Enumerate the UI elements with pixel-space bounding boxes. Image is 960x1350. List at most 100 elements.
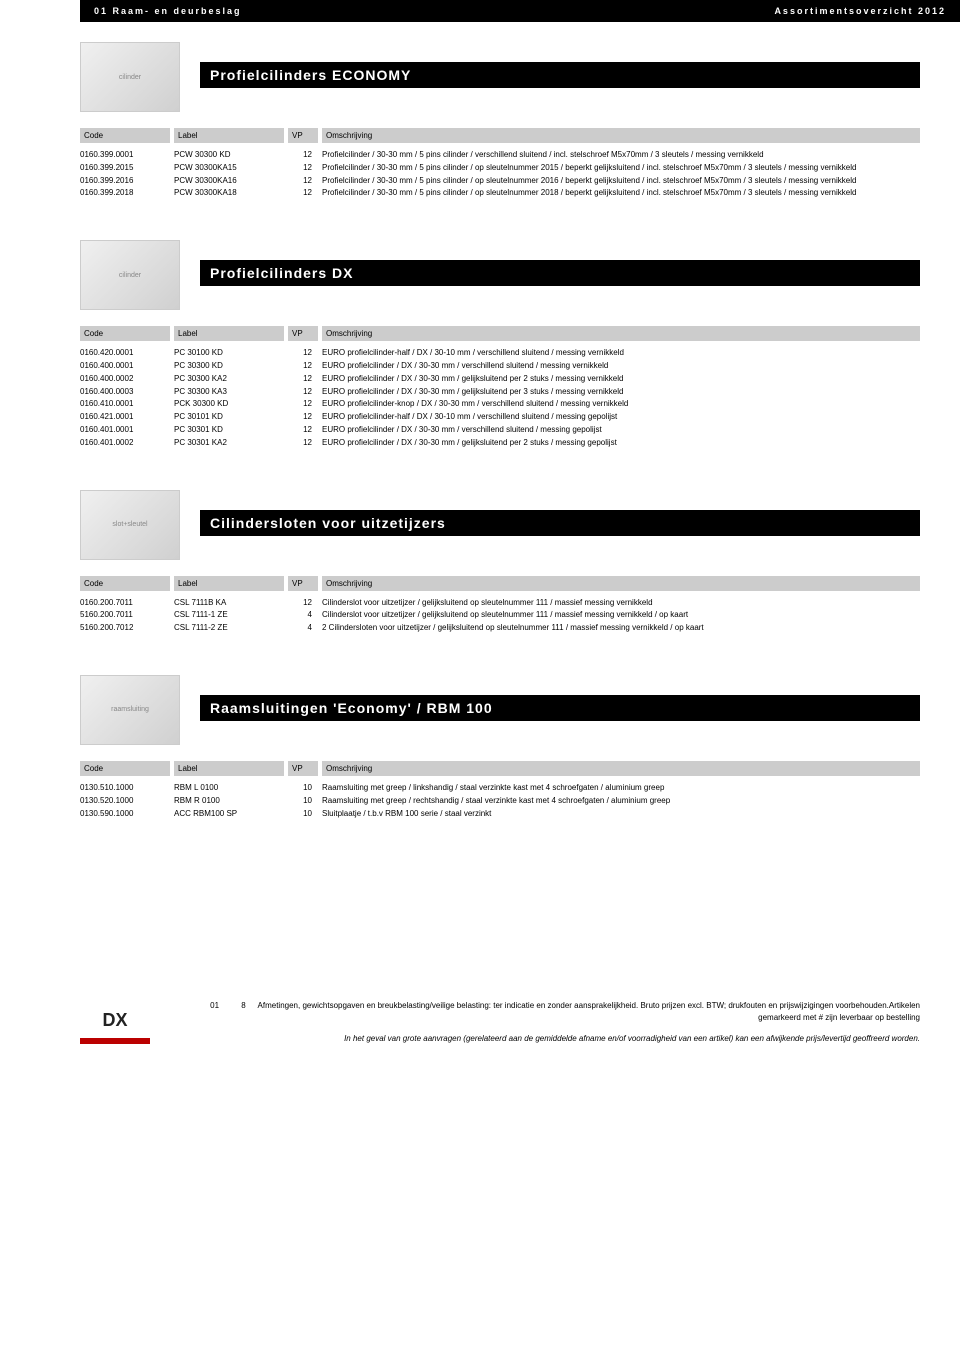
- table-row: 0160.401.0001PC 30301 KD12EURO profielci…: [80, 424, 920, 437]
- table-row: 5160.200.7011CSL 7111-1 ZE4Cilinderslot …: [80, 609, 920, 622]
- table-header: CodeLabelVPOmschrijving: [80, 761, 920, 776]
- column-header-label: Label: [174, 576, 284, 591]
- column-header-code: Code: [80, 761, 170, 776]
- chapter-number: 01: [210, 1000, 219, 1011]
- cell-label: PC 30301 KD: [174, 425, 284, 436]
- table-row: 0160.421.0001PC 30101 KD12EURO profielci…: [80, 411, 920, 424]
- header-right: Assortimentsoverzicht 2012: [774, 6, 946, 16]
- footer-text: 01 8 Afmetingen, gewichtsopgaven en breu…: [190, 1000, 920, 1044]
- cell-code: 0160.401.0002: [80, 438, 170, 449]
- cell-description: Sluitplaatje / t.b.v RBM 100 serie / sta…: [322, 809, 920, 820]
- cell-code: 0130.590.1000: [80, 809, 170, 820]
- product-thumbnail: cilinder: [80, 240, 180, 310]
- cell-label: PC 30300 KA3: [174, 387, 284, 398]
- cell-label: PCW 30300 KD: [174, 150, 284, 161]
- column-header-vp: VP: [288, 761, 318, 776]
- cell-qty: 12: [288, 399, 318, 410]
- table-row: 0130.510.1000RBM L 010010Raamsluiting me…: [80, 782, 920, 795]
- section-title: Raamsluitingen 'Economy' / RBM 100: [200, 695, 920, 721]
- cell-description: EURO profielcilinder / DX / 30-30 mm / g…: [322, 438, 920, 449]
- cell-description: EURO profielcilinder / DX / 30-30 mm / g…: [322, 387, 920, 398]
- cell-code: 0160.399.2016: [80, 176, 170, 187]
- cell-label: PC 30100 KD: [174, 348, 284, 359]
- cell-description: EURO profielcilinder / DX / 30-30 mm / g…: [322, 374, 920, 385]
- column-header-desc: Omschrijving: [322, 761, 920, 776]
- cell-description: EURO profielcilinder-half / DX / 30-10 m…: [322, 412, 920, 423]
- table-row: 0160.399.2018 PCW 30300KA18 12 Profielcilin…: [80, 187, 920, 200]
- header-bar: 01 Raam- en deurbeslag Assortimentsoverz…: [80, 0, 960, 22]
- cell-qty: 12: [288, 438, 318, 449]
- cell-label: PC 30300 KD: [174, 361, 284, 372]
- cell-description: Profielcilinder / 30-30 mm / 5 pins cili…: [322, 188, 920, 199]
- column-header-code: Code: [80, 128, 170, 143]
- cell-label: PC 30300 KA2: [174, 374, 284, 385]
- cell-code: 0160.400.0002: [80, 374, 170, 385]
- table-row: 0160.399.0001PCW 30300 KD12Profielcilind…: [80, 149, 920, 162]
- disclaimer-main: Afmetingen, gewichtsopgaven en breukbela…: [258, 1001, 920, 1021]
- cell-label: PC 30301 KA2: [174, 438, 284, 449]
- table-row: 0130.590.1000 ACC RBM100 SP 10 Sluitplaatje…: [80, 808, 920, 821]
- section-title: Profielcilinders DX: [200, 260, 920, 286]
- cell-qty: 4: [288, 610, 318, 621]
- table-row: 0160.420.0001 PC 30100 KD 12 EURO profielci…: [80, 347, 920, 360]
- table-row: 0160.410.0001PCK 30300 KD12EURO profielc…: [80, 398, 920, 411]
- cell-code: 0160.421.0001: [80, 412, 170, 423]
- section-title: Cilindersloten voor uitzetijzers: [200, 510, 920, 536]
- cell-qty: 12: [288, 425, 318, 436]
- logo: DX: [80, 1004, 150, 1044]
- table-header: CodeLabelVPOmschrijving: [80, 576, 920, 591]
- cell-code: 5160.200.7011: [80, 610, 170, 621]
- cell-label: RBM R 0100: [174, 796, 284, 807]
- cell-label: CSL 7111B KA: [174, 598, 284, 609]
- section-title: Profielcilinders ECONOMY: [200, 62, 920, 88]
- cell-qty: 12: [288, 176, 318, 187]
- column-header-label: Label: [174, 128, 284, 143]
- cell-code: 5160.200.7012: [80, 623, 170, 634]
- cell-code: 0130.510.1000: [80, 783, 170, 794]
- cell-description: EURO profielcilinder-half / DX / 30-10 m…: [322, 348, 920, 359]
- cell-description: Cilinderslot voor uitzetijzer / gelijksl…: [322, 598, 920, 609]
- table-row: 0130.520.1000RBM R 010010Raamsluiting me…: [80, 795, 920, 808]
- cell-description: EURO profielcilinder / DX / 30-30 mm / v…: [322, 425, 920, 436]
- product-thumbnail: slot+sleutel: [80, 490, 180, 560]
- table-row: 0160.400.0002 PC 30300 KA2 12 EURO profielc…: [80, 373, 920, 386]
- product-thumbnail: raamsluiting: [80, 675, 180, 745]
- cell-qty: 12: [288, 348, 318, 359]
- cell-qty: 10: [288, 783, 318, 794]
- cell-qty: 4: [288, 623, 318, 634]
- cell-qty: 12: [288, 374, 318, 385]
- cell-description: EURO profielcilinder / DX / 30-30 mm / v…: [322, 361, 920, 372]
- cell-description: Profielcilinder / 30-30 mm / 5 pins cili…: [322, 176, 920, 187]
- cell-code: 0160.420.0001: [80, 348, 170, 359]
- table-row: 0160.400.0001PC 30300 KD12EURO profielci…: [80, 360, 920, 373]
- cell-qty: 12: [288, 188, 318, 199]
- cell-code: 0160.399.2015: [80, 163, 170, 174]
- cell-description: 2 Cilindersloten voor uitzetijzer / geli…: [322, 623, 920, 634]
- cell-label: ACC RBM100 SP: [174, 809, 284, 820]
- cell-qty: 12: [288, 150, 318, 161]
- cell-description: Cilinderslot voor uitzetijzer / gelijksl…: [322, 610, 920, 621]
- table-row: 0160.399.2015PCW 30300KA1512Profielcilin…: [80, 162, 920, 175]
- cell-description: Raamsluiting met greep / linkshandig / s…: [322, 783, 920, 794]
- cell-code: 0160.399.2018: [80, 188, 170, 199]
- cell-label: PCW 30300KA15: [174, 163, 284, 174]
- column-header-desc: Omschrijving: [322, 576, 920, 591]
- table-row: 0160.200.7011CSL 7111B KA12Cilinderslot …: [80, 597, 920, 610]
- cell-label: PCW 30300KA18: [174, 188, 284, 199]
- column-header-desc: Omschrijving: [322, 128, 920, 143]
- table-row: 0160.400.0003PC 30300 KA312EURO profielc…: [80, 386, 920, 399]
- column-header-vp: VP: [288, 576, 318, 591]
- cell-code: 0160.400.0001: [80, 361, 170, 372]
- cell-qty: 10: [288, 809, 318, 820]
- table-row: 0160.401.0002 PC 30301 KA2 12 EURO profielc…: [80, 437, 920, 450]
- section: cilinderProfielcilinders ECONOMYCodeLabe…: [0, 42, 960, 200]
- cell-description: Raamsluiting met greep / rechtshandig / …: [322, 796, 920, 807]
- section: slot+sleutel Cilindersloten voor uitzetij…: [0, 490, 960, 635]
- cell-code: 0160.410.0001: [80, 399, 170, 410]
- section: raamsluiting Raamsluitingen 'Economy' / R…: [0, 675, 960, 820]
- column-header-code: Code: [80, 326, 170, 341]
- cell-qty: 12: [288, 163, 318, 174]
- cell-code: 0160.400.0003: [80, 387, 170, 398]
- table-header: CodeLabelVPOmschrijving: [80, 326, 920, 341]
- table-header: CodeLabelVPOmschrijving: [80, 128, 920, 143]
